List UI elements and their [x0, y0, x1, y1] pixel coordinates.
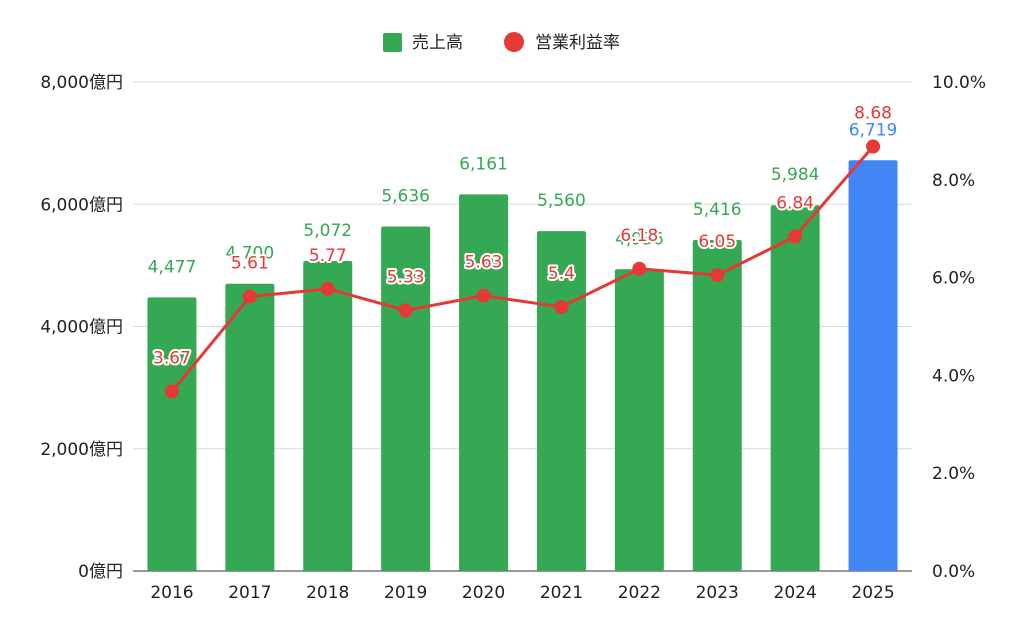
- operating-margin-point: [788, 229, 803, 244]
- operating-margin-value-label: 3.67: [153, 349, 191, 369]
- sales-value-label: 6,161: [459, 154, 508, 174]
- operating-margin-value-label: 5.33: [387, 267, 425, 287]
- operating-margin-value-label: 5.4: [548, 264, 575, 284]
- legend-swatch-sales: [383, 33, 402, 52]
- operating-margin-series-line: [170, 145, 875, 393]
- x-axis-tick-label: 2021: [540, 583, 583, 603]
- sales-value-label: 4,936: [615, 229, 664, 249]
- sales-bar: [303, 260, 353, 571]
- x-axis-tick-label: 2016: [150, 583, 193, 603]
- right-axis-tick-label: 10.0%: [932, 73, 986, 93]
- operating-margin-point: [554, 299, 569, 314]
- operating-margin-value-label: 5.77: [309, 246, 347, 266]
- operating-margin-value-label: 5.63: [465, 253, 503, 273]
- sales-value-label: 6,719: [849, 120, 898, 140]
- operating-margin-value-label: 6.05: [698, 232, 736, 252]
- operating-margin-point: [320, 281, 335, 296]
- operating-margin-point: [710, 268, 725, 283]
- sales-bar: [147, 297, 197, 571]
- sales-bar: [770, 205, 820, 571]
- left-axis: 0億円 2,000億円 4,000億円 6,000億円 8,000億円: [40, 73, 123, 582]
- operating-margin-value-label: 8.68: [854, 104, 892, 124]
- x-axis-tick-label: 2023: [696, 583, 739, 603]
- sales-bar: [614, 269, 664, 571]
- sales-value-label: 5,072: [303, 221, 352, 241]
- sales-value-label: 4,700: [226, 244, 275, 264]
- operating-margin-value-label: 5.61: [231, 254, 269, 274]
- operating-margin-data-labels: 3.67 5.61 5.77 5.33 5.63 5.4 6.18 6.05 6.84 8.68: [151, 102, 894, 371]
- x-axis-tick-label: 2020: [462, 583, 505, 603]
- legend-swatch-operating-margin: [504, 32, 524, 52]
- sales-bar: [459, 194, 509, 571]
- x-axis-tick-label: 2018: [306, 583, 349, 603]
- operating-margin-point: [398, 303, 413, 318]
- sales-bar: [848, 160, 898, 571]
- sales-bars: [147, 160, 898, 571]
- right-axis-tick-label: 6.0%: [932, 269, 975, 289]
- x-axis-tick-label: 2017: [228, 583, 271, 603]
- legend-label-operating-margin: 営業利益率: [535, 33, 620, 53]
- operating-margin-line: [164, 139, 881, 399]
- x-axis: 2016 2017 2018 2019 2020 2021 2022 2023 2024 2025: [150, 583, 894, 603]
- right-axis-tick-label: 0.0%: [932, 562, 975, 582]
- left-axis-tick-label: 0億円: [78, 562, 123, 582]
- legend-label-sales: 売上高: [412, 33, 463, 53]
- sales-value-label: 5,416: [693, 200, 742, 220]
- sales-bar: [692, 239, 742, 571]
- x-axis-tick-label: 2022: [618, 583, 661, 603]
- operating-margin-point: [632, 261, 647, 276]
- sales-value-label: 5,560: [537, 191, 586, 211]
- x-axis-tick-label: 2024: [774, 583, 817, 603]
- left-axis-tick-label: 6,000億円: [40, 195, 123, 215]
- operating-margin-point: [476, 288, 491, 303]
- x-axis-tick-label: 2019: [384, 583, 427, 603]
- operating-margin-value-label: 6.18: [620, 226, 658, 246]
- sales-value-label: 4,477: [148, 257, 197, 277]
- right-axis-tick-label: 2.0%: [932, 464, 975, 484]
- legend: 売上高 営業利益率: [383, 32, 620, 53]
- sales-bar: [536, 231, 586, 571]
- sales-bar: [225, 283, 275, 571]
- right-axis: 0.0% 2.0% 4.0% 6.0% 8.0% 10.0%: [932, 73, 986, 582]
- sales-bar: [381, 226, 431, 571]
- right-axis-tick-label: 4.0%: [932, 366, 975, 386]
- operating-margin-point: [242, 289, 257, 304]
- sales-data-labels: 4,477 4,700 5,072 5,636 6,161 5,560 4,936 5,416…: [148, 120, 898, 277]
- left-axis-tick-label: 2,000億円: [40, 440, 123, 460]
- x-axis-tick-label: 2025: [851, 583, 894, 603]
- sales-value-label: 5,984: [771, 165, 820, 185]
- sales-value-label: 5,636: [381, 186, 430, 206]
- right-axis-tick-label: 8.0%: [932, 171, 975, 191]
- operating-margin-point: [164, 384, 179, 399]
- operating-margin-value-label: 6.84: [776, 194, 814, 214]
- left-axis-tick-label: 4,000億円: [40, 318, 123, 338]
- operating-margin-point: [866, 139, 881, 154]
- left-axis-tick-label: 8,000億円: [40, 73, 123, 93]
